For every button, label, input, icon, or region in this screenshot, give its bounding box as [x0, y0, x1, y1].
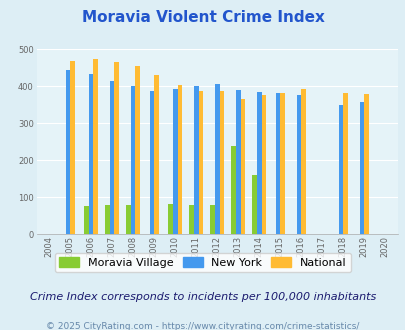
Bar: [231, 146, 235, 234]
Bar: [105, 205, 110, 234]
Bar: [149, 91, 154, 234]
Bar: [65, 70, 70, 234]
Bar: [359, 102, 363, 234]
Bar: [154, 75, 158, 234]
Text: Crime Index corresponds to incidents per 100,000 inhabitants: Crime Index corresponds to incidents per…: [30, 292, 375, 302]
Bar: [130, 86, 135, 234]
Bar: [198, 91, 202, 234]
Bar: [256, 92, 261, 234]
Bar: [84, 206, 89, 234]
Bar: [135, 66, 140, 234]
Bar: [89, 74, 93, 234]
Bar: [210, 205, 214, 234]
Bar: [240, 99, 245, 234]
Bar: [219, 91, 224, 234]
Bar: [363, 94, 368, 234]
Bar: [173, 89, 177, 234]
Bar: [279, 93, 284, 234]
Bar: [261, 95, 266, 234]
Bar: [235, 90, 240, 234]
Bar: [214, 84, 219, 234]
Bar: [194, 86, 198, 234]
Bar: [70, 61, 75, 234]
Bar: [342, 93, 347, 234]
Bar: [338, 105, 342, 234]
Bar: [296, 95, 301, 234]
Legend: Moravia Village, New York, National: Moravia Village, New York, National: [55, 253, 350, 272]
Text: Moravia Violent Crime Index: Moravia Violent Crime Index: [81, 10, 324, 25]
Bar: [168, 204, 173, 234]
Bar: [93, 59, 98, 234]
Bar: [189, 205, 194, 234]
Text: © 2025 CityRating.com - https://www.cityrating.com/crime-statistics/: © 2025 CityRating.com - https://www.city…: [46, 322, 359, 330]
Bar: [252, 175, 256, 234]
Bar: [301, 89, 305, 234]
Bar: [110, 81, 114, 234]
Bar: [275, 93, 279, 234]
Bar: [114, 62, 119, 234]
Bar: [126, 205, 130, 234]
Bar: [177, 85, 182, 234]
